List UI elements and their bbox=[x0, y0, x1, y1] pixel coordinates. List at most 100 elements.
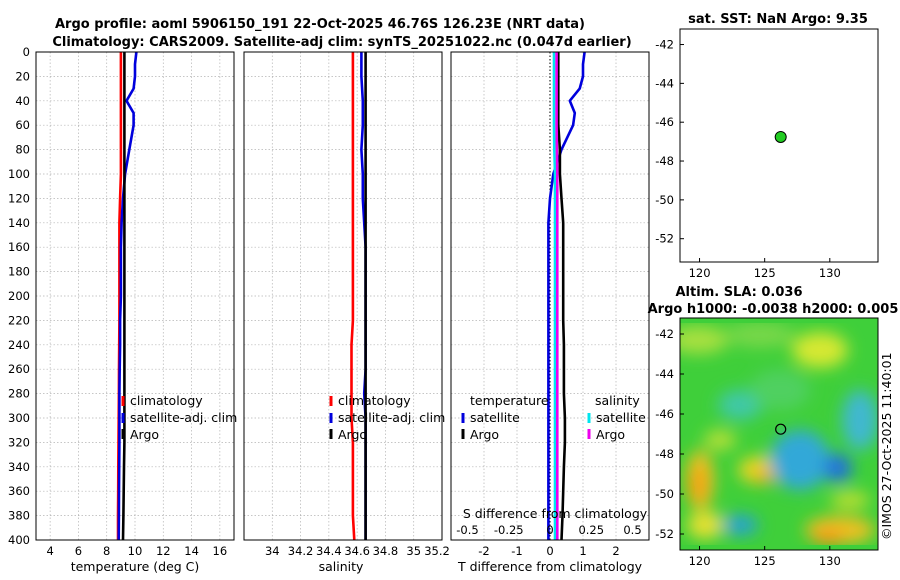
difference-xlabel: T difference from climatology bbox=[457, 559, 643, 574]
y-tick-label: 340 bbox=[8, 460, 30, 474]
x-tick-label: -2 bbox=[478, 544, 489, 558]
map-y-tick-label: -50 bbox=[655, 193, 674, 207]
map-y-tick-label: -50 bbox=[655, 487, 674, 501]
y-tick-label: 300 bbox=[8, 411, 30, 425]
y-tick-label: 400 bbox=[8, 533, 30, 547]
sla-anomaly-patch bbox=[812, 529, 844, 545]
x-tick-label: 34.6 bbox=[344, 544, 370, 558]
figure-title-line2: Climatology: CARS2009. Satellite-adj cli… bbox=[52, 35, 631, 50]
y-tick-label: 280 bbox=[8, 387, 30, 401]
sla-anomaly-patch bbox=[680, 326, 728, 354]
map-y-tick-label: -48 bbox=[655, 154, 674, 168]
legend-satellite: satellite-adj. clim bbox=[130, 410, 237, 425]
map-y-tick-label: -42 bbox=[655, 38, 674, 52]
sla-anomaly-patch bbox=[690, 467, 706, 503]
legend-s-argo: Argo bbox=[596, 427, 625, 442]
x-tick-label: 10 bbox=[128, 544, 143, 558]
x-tick-label: 6 bbox=[75, 544, 82, 558]
y-tick-label: 260 bbox=[8, 362, 30, 376]
map-y-tick-label: -46 bbox=[655, 115, 674, 129]
map-y-tick-label: -42 bbox=[655, 327, 674, 341]
imos-watermark: ©IMOS 27-Oct-2025 11:40:01 bbox=[879, 352, 894, 540]
map-x-tick-label: 120 bbox=[689, 266, 711, 280]
y-tick-label: 140 bbox=[8, 216, 30, 230]
sla-heatmap bbox=[680, 318, 878, 550]
salinity-xlabel: salinity bbox=[319, 559, 364, 574]
s-diff-tick-label: 0.5 bbox=[623, 523, 641, 537]
s-diff-tick-label: 0.25 bbox=[578, 523, 604, 537]
sla-anomaly-patch bbox=[718, 390, 762, 420]
x-tick-label: 16 bbox=[213, 544, 228, 558]
sla-anomaly-patch bbox=[704, 430, 736, 450]
y-tick-label: 380 bbox=[8, 509, 30, 523]
legend-satellite: satellite-adj. clim bbox=[338, 410, 445, 425]
argo-location-marker bbox=[775, 423, 787, 435]
sla-anomaly-patch bbox=[792, 332, 848, 368]
series-climatology bbox=[350, 52, 356, 541]
series-satellite-adj-clim bbox=[117, 51, 138, 541]
x-tick-label: 1 bbox=[579, 544, 586, 558]
sla-title-line1: Altim. SLA: 0.036 bbox=[676, 285, 803, 300]
legend-climatology: climatology bbox=[338, 393, 411, 408]
y-tick-label: 20 bbox=[15, 69, 30, 83]
y-tick-label: 320 bbox=[8, 435, 30, 449]
map-x-tick-label: 130 bbox=[819, 554, 841, 568]
sla-map-panel: Altim. SLA: 0.036 Argo h1000: -0.0038 h2… bbox=[648, 285, 899, 568]
y-tick-label: 100 bbox=[8, 167, 30, 181]
sla-anomaly-patch bbox=[770, 430, 830, 490]
s-diff-tick-label: -0.25 bbox=[494, 523, 524, 537]
y-tick-label: 160 bbox=[8, 240, 30, 254]
legend-climatology: climatology bbox=[130, 393, 203, 408]
map-x-tick-label: 125 bbox=[754, 554, 776, 568]
sla-anomaly-patch bbox=[725, 323, 795, 347]
y-tick-label: 220 bbox=[8, 313, 30, 327]
sla-anomaly-patch bbox=[824, 454, 852, 482]
sst-map-panel: sat. SST: NaN Argo: 9.35 120 125 130 -42 -44… bbox=[655, 12, 879, 280]
s-difference-label: S difference from climatology bbox=[463, 506, 648, 521]
x-tick-label: 4 bbox=[46, 544, 53, 558]
s-diff-tick-label: -0.5 bbox=[456, 523, 478, 537]
y-tick-label: 40 bbox=[15, 94, 30, 108]
salinity-corner-tick: 35.2 bbox=[424, 544, 450, 558]
sst-map-title: sat. SST: NaN Argo: 9.35 bbox=[688, 12, 868, 27]
y-tick-label: 200 bbox=[8, 289, 30, 303]
x-tick-label: 34.4 bbox=[316, 544, 342, 558]
sla-anomaly-patch bbox=[830, 492, 870, 508]
y-tick-label: 0 bbox=[23, 45, 30, 59]
legend-argo: Argo bbox=[130, 427, 159, 442]
temperature-xlabel: temperature (deg C) bbox=[71, 559, 200, 574]
map-y-tick-label: -48 bbox=[655, 447, 674, 461]
sla-anomaly-patch bbox=[842, 390, 878, 450]
x-tick-label: 2 bbox=[612, 544, 619, 558]
legend-salinity-title: salinity bbox=[595, 393, 640, 408]
difference-panel: -2 -1 0 1 2 T difference from climatology S … bbox=[450, 51, 650, 574]
map-y-tick-label: -46 bbox=[655, 407, 674, 421]
y-tick-label: 240 bbox=[8, 338, 30, 352]
x-tick-label: 34.8 bbox=[373, 544, 399, 558]
series-s-argo bbox=[555, 52, 559, 540]
argo-location-marker bbox=[774, 130, 787, 143]
legend-argo: Argo bbox=[338, 427, 367, 442]
difference-legend: temperature satellite Argo salinity sate… bbox=[461, 393, 646, 442]
legend-t-argo: Argo bbox=[470, 427, 499, 442]
sla-anomaly-patch bbox=[722, 515, 758, 535]
legend-temperature-title: temperature bbox=[470, 393, 549, 408]
temperature-panel: 4 6 8 10 12 14 1602040608010012014016018020022… bbox=[8, 45, 237, 574]
y-tick-label: 60 bbox=[15, 118, 30, 132]
x-tick-label: 35 bbox=[406, 544, 421, 558]
x-tick-label: -1 bbox=[511, 544, 522, 558]
series-argo bbox=[121, 52, 126, 541]
x-tick-label: 34 bbox=[265, 544, 280, 558]
map-y-tick-label: -44 bbox=[655, 367, 674, 381]
y-tick-label: 120 bbox=[8, 191, 30, 205]
legend-s-satellite: satellite bbox=[596, 410, 646, 425]
legend-t-satellite: satellite bbox=[470, 410, 520, 425]
map-y-tick-label: -52 bbox=[655, 527, 674, 541]
x-tick-label: 12 bbox=[156, 544, 171, 558]
salinity-legend: climatology satellite-adj. clim Argo bbox=[329, 393, 445, 442]
x-tick-label: 34.2 bbox=[288, 544, 314, 558]
y-tick-label: 360 bbox=[8, 484, 30, 498]
salinity-panel: 34 34.2 34.4 34.6 34.8 35 35.2 salinity clima… bbox=[243, 51, 450, 574]
x-tick-label: 8 bbox=[103, 544, 110, 558]
